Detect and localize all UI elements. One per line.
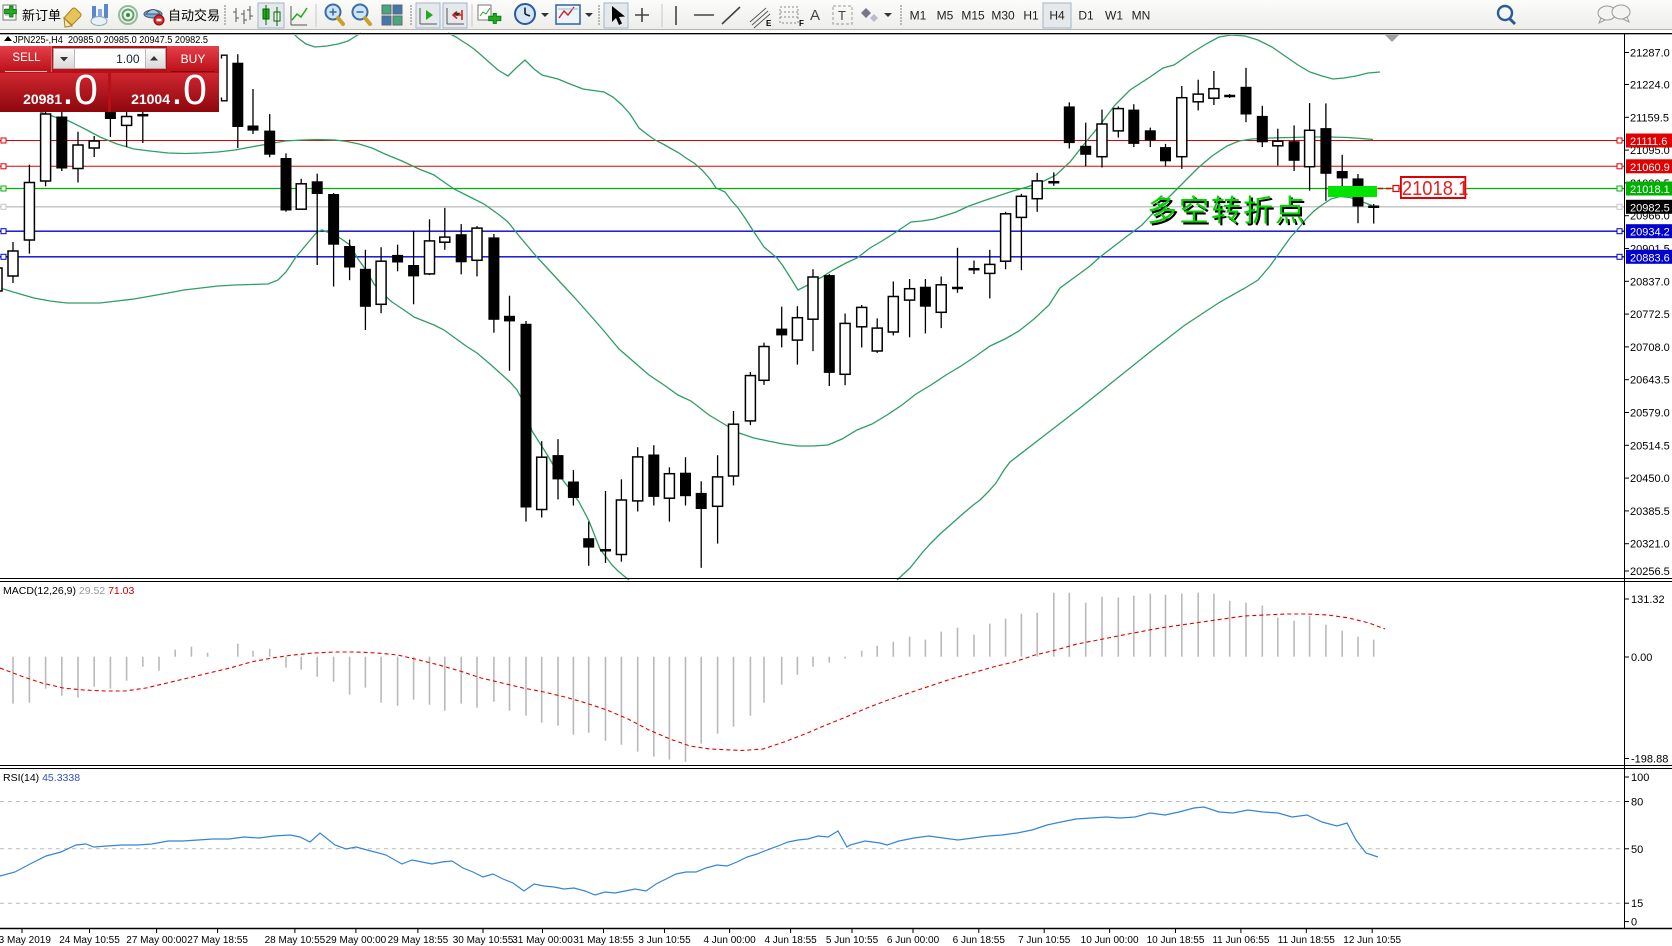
svg-text:21287.0: 21287.0 [1630, 48, 1670, 60]
svg-text:T: T [838, 8, 846, 23]
svg-text:20883.6: 20883.6 [1630, 252, 1670, 264]
svg-text:自动交易: 自动交易 [168, 8, 220, 23]
svg-text:0.00: 0.00 [1631, 652, 1652, 664]
svg-text:100: 100 [1631, 772, 1649, 784]
svg-text:10 Jun 18:55: 10 Jun 18:55 [1147, 935, 1205, 946]
svg-text:21060.9: 21060.9 [1630, 162, 1670, 174]
svg-text:MN: MN [1132, 9, 1151, 23]
svg-text:M1: M1 [910, 9, 927, 23]
svg-text:15: 15 [1631, 898, 1643, 910]
svg-text:JPN225-,H4 20985.0 20985.0 20: JPN225-,H4 20985.0 20985.0 20947.5 20982… [13, 35, 208, 46]
svg-text:21224.0: 21224.0 [1630, 80, 1670, 92]
svg-text:20256.5: 20256.5 [1630, 566, 1670, 578]
svg-text:20514.5: 20514.5 [1630, 440, 1670, 452]
svg-text:-198.88: -198.88 [1631, 754, 1668, 766]
svg-text:H1: H1 [1023, 9, 1039, 23]
svg-text:H4: H4 [1049, 9, 1065, 23]
svg-text:W1: W1 [1105, 9, 1123, 23]
svg-text:11 Jun 06:55: 11 Jun 06:55 [1212, 935, 1270, 946]
svg-text:7 Jun 10:55: 7 Jun 10:55 [1018, 935, 1071, 946]
svg-text:20708.0: 20708.0 [1630, 342, 1670, 354]
svg-text:21018.1: 21018.1 [1630, 184, 1670, 196]
svg-text:21159.5: 21159.5 [1630, 112, 1669, 124]
svg-text:23 May 2019: 23 May 2019 [0, 935, 51, 946]
svg-text:新订单: 新订单 [22, 8, 61, 23]
svg-text:E: E [766, 19, 772, 28]
svg-text:20837.0: 20837.0 [1630, 276, 1670, 288]
svg-text:31 May 18:55: 31 May 18:55 [573, 935, 634, 946]
svg-text:24 May 10:55: 24 May 10:55 [59, 935, 120, 946]
svg-text:29 May 00:00: 29 May 00:00 [326, 935, 387, 946]
svg-text:4 Jun 00:00: 4 Jun 00:00 [703, 935, 756, 946]
svg-text:M15: M15 [961, 9, 985, 23]
svg-text:20579.0: 20579.0 [1630, 408, 1670, 420]
svg-text:27 May 18:55: 27 May 18:55 [187, 935, 248, 946]
svg-text:50: 50 [1631, 844, 1643, 856]
svg-text:27 May 00:00: 27 May 00:00 [126, 935, 187, 946]
svg-text:30 May 10:55: 30 May 10:55 [453, 935, 514, 946]
svg-text:31 May 00:00: 31 May 00:00 [512, 935, 573, 946]
svg-text:20934.2: 20934.2 [1630, 227, 1670, 239]
svg-text:4 Jun 18:55: 4 Jun 18:55 [764, 935, 817, 946]
svg-text:6 Jun 18:55: 6 Jun 18:55 [953, 935, 1006, 946]
svg-text:21111.6: 21111.6 [1630, 136, 1667, 148]
svg-text:131.32: 131.32 [1631, 594, 1665, 606]
svg-text:20772.5: 20772.5 [1630, 309, 1670, 321]
svg-text:11 Jun 18:55: 11 Jun 18:55 [1278, 935, 1336, 946]
svg-text:D1: D1 [1078, 9, 1094, 23]
svg-text:M5: M5 [937, 9, 954, 23]
svg-text:20450.0: 20450.0 [1630, 473, 1670, 485]
svg-text:20321.0: 20321.0 [1630, 539, 1670, 551]
svg-text:80: 80 [1631, 797, 1643, 809]
svg-text:6 Jun 00:00: 6 Jun 00:00 [887, 935, 940, 946]
svg-text:20385.5: 20385.5 [1630, 506, 1670, 518]
svg-text:MACD(12,26,9) 29.52 71.03: MACD(12,26,9) 29.52 71.03 [3, 585, 134, 597]
svg-text:29 May 18:55: 29 May 18:55 [388, 935, 449, 946]
svg-text:F: F [799, 19, 804, 28]
svg-text:A: A [810, 7, 820, 24]
svg-text:20982.5: 20982.5 [1630, 202, 1670, 214]
svg-text:28 May 10:55: 28 May 10:55 [265, 935, 326, 946]
svg-text:5 Jun 10:55: 5 Jun 10:55 [826, 935, 879, 946]
svg-text:M30: M30 [991, 9, 1015, 23]
svg-text:21095.0: 21095.0 [1630, 145, 1670, 157]
svg-text:RSI(14) 45.3338: RSI(14) 45.3338 [3, 772, 80, 784]
svg-text:12 Jun 10:55: 12 Jun 10:55 [1343, 935, 1401, 946]
svg-text:10 Jun 00:00: 10 Jun 00:00 [1081, 935, 1139, 946]
svg-text:3 Jun 10:55: 3 Jun 10:55 [638, 935, 691, 946]
svg-text:0: 0 [1631, 917, 1637, 929]
svg-text:20643.5: 20643.5 [1630, 375, 1670, 387]
